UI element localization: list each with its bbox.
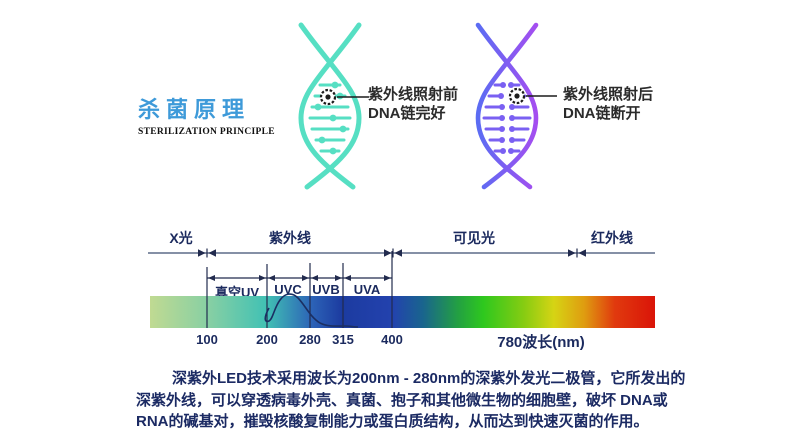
dna-intact-label: 紫外线照射前 DNA链完好	[368, 85, 458, 123]
uv-band-label-uvb: UVB	[312, 282, 340, 297]
band-label-visible: 可见光	[453, 230, 495, 246]
page-subtitle: STERILIZATION PRINCIPLE	[138, 127, 275, 137]
dna-intact-label-line2: DNA链完好	[368, 105, 446, 122]
dna-broken-illustration	[475, 22, 557, 190]
band-label-uv: 紫外线	[269, 230, 311, 246]
wavelength-tick-400: 400	[381, 332, 403, 347]
spectrum-gradient-bar	[150, 296, 655, 328]
uv-target-marker-icon	[319, 88, 369, 106]
dna-broken-label-line2: DNA链断开	[563, 105, 641, 122]
uv-target-marker-icon	[508, 87, 557, 105]
dna-broken-rungs	[482, 82, 532, 154]
uv-band-label-uvc: UVC	[274, 282, 302, 297]
uv-band-label-uva: UVA	[353, 282, 381, 297]
band-label-xray: X光	[169, 230, 193, 246]
wavelength-tick-315: 315	[332, 332, 354, 347]
dna-intact-illustration	[298, 22, 369, 190]
dna-broken-strands	[475, 22, 539, 190]
wavelength-end-label: 780波长(nm)	[497, 334, 585, 351]
wavelength-tick-280: 280	[299, 332, 321, 347]
page-title: 杀菌原理	[138, 97, 251, 122]
dna-broken-label: 紫外线照射后 DNA链断开	[563, 85, 653, 123]
description-paragraph: 深紫外LED技术采用波长为200nm - 280nm的深紫外发光二极管，它所发出…	[136, 370, 686, 430]
band-label-infrared: 红外线	[591, 230, 633, 246]
wavelength-tick-200: 200	[256, 332, 278, 347]
dna-broken-label-line1: 紫外线照射后	[563, 86, 654, 103]
dna-intact-label-line1: 紫外线照射前	[368, 86, 459, 103]
title-block: 杀菌原理 STERILIZATION PRINCIPLE	[138, 92, 275, 137]
dna-intact-strands	[298, 22, 362, 190]
wavelength-tick-100: 100	[196, 332, 218, 347]
